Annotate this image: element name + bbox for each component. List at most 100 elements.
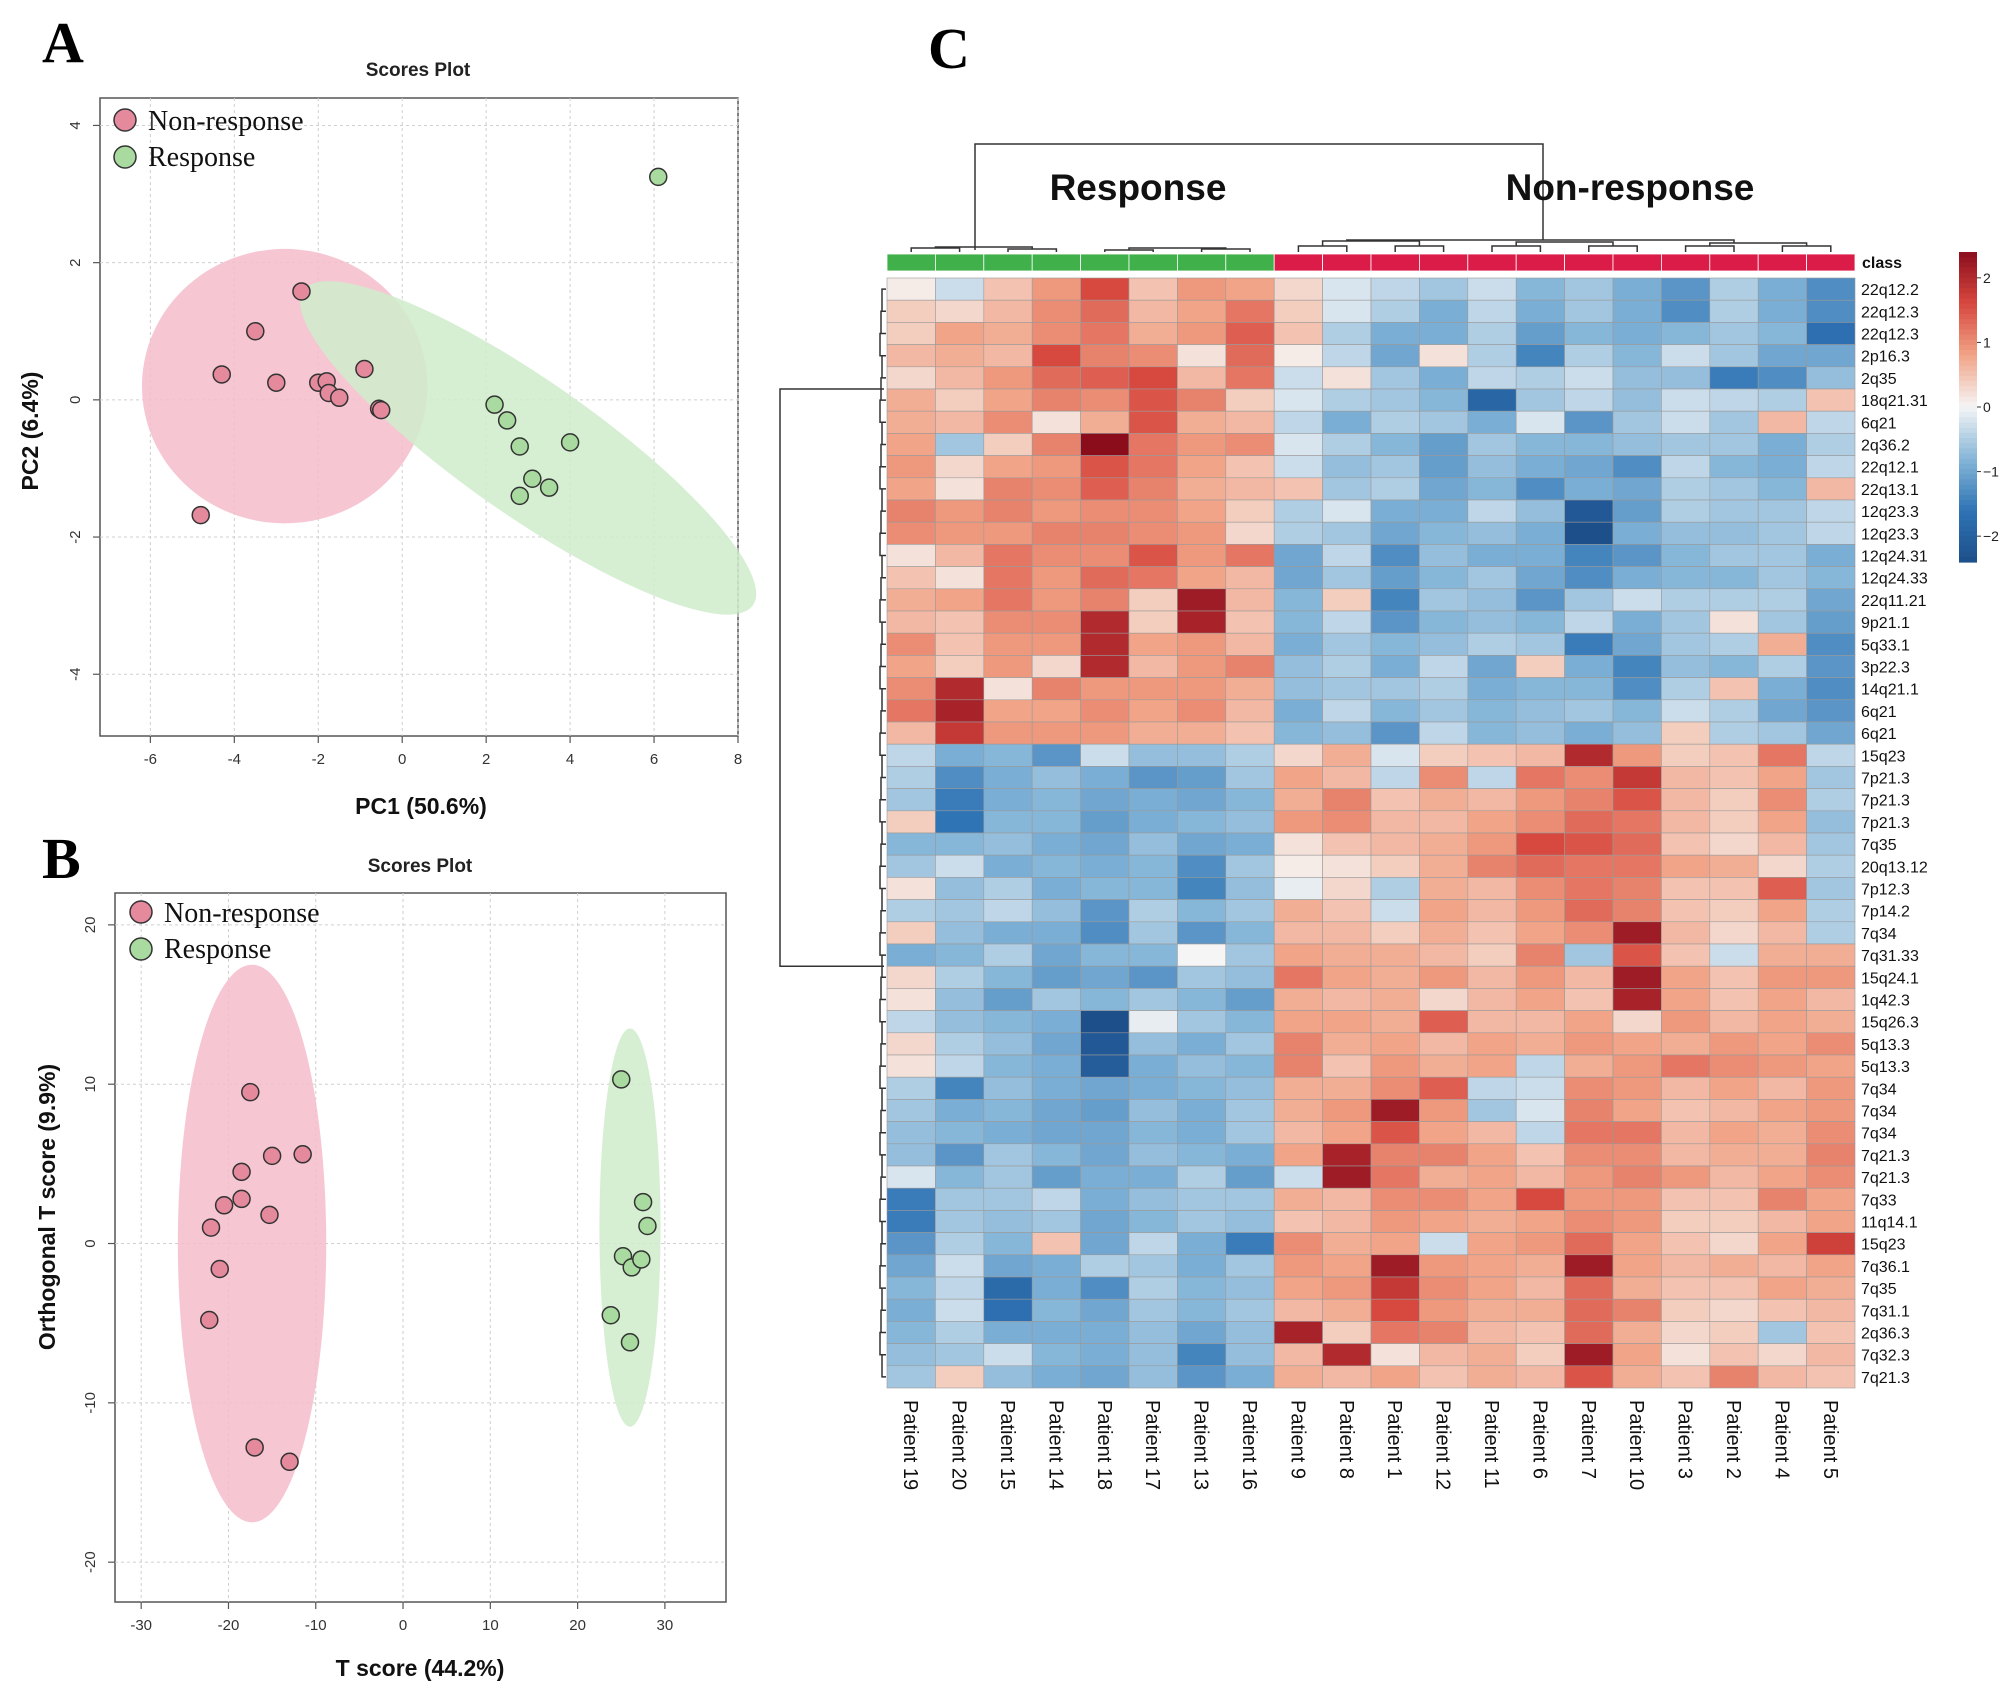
heatmap-cell — [1612, 322, 1662, 345]
heatmap-cell — [1225, 1032, 1275, 1056]
heatmap-dendrograms — [779, 143, 1832, 1378]
heatmap-cell — [1419, 277, 1469, 301]
heatmap-cell — [1370, 566, 1420, 590]
color-scale-swatch — [1959, 531, 1977, 537]
heatmap-cell — [1467, 299, 1517, 323]
heatmap-cell — [1080, 1210, 1130, 1233]
heatmap-cell — [1273, 1032, 1323, 1056]
color-scale-swatch — [1959, 303, 1977, 310]
heatmap-cell — [886, 1165, 936, 1189]
heatmap-cell — [1273, 277, 1323, 301]
heatmap-row-label: 22q12.1 — [1861, 460, 1919, 477]
heatmap-cell — [1515, 1321, 1565, 1344]
heatmap-cell — [1564, 699, 1614, 723]
heatmap-cell — [1177, 1143, 1227, 1167]
heatmap-cell — [1080, 788, 1130, 812]
heatmap-cell — [1370, 677, 1420, 701]
panel-b-response-point — [620, 1333, 640, 1352]
heatmap-cell — [1515, 1165, 1565, 1189]
color-scale-swatch — [1959, 381, 1977, 387]
heatmap-cell — [1225, 610, 1275, 634]
heatmap-cell — [1225, 1276, 1275, 1300]
heatmap-cell — [1322, 1321, 1372, 1344]
heatmap-cell — [1031, 832, 1081, 856]
heatmap-cell — [1419, 521, 1469, 545]
heatmap-cell — [1128, 1365, 1178, 1389]
heatmap-cell — [1467, 566, 1517, 590]
heatmap-cell — [1177, 943, 1227, 967]
panel-b-legend-non-response: Non-response — [164, 898, 320, 929]
heatmap-cell — [1806, 1254, 1856, 1278]
heatmap-cell — [935, 277, 985, 301]
color-scale-swatch — [1959, 453, 1977, 460]
panel-a: A Scores Plot -6 -4 -2 0 2 4 6 8 -4 -2 0 2 4 PC1 (50… — [17, 10, 757, 819]
heatmap-left-dendrogram-branches — [879, 288, 886, 1378]
heatmap-cell — [983, 1232, 1033, 1256]
heatmap-cell — [1467, 1187, 1517, 1211]
heatmap-cell — [1467, 1054, 1517, 1078]
heatmap-row-label: 7q34 — [1861, 1081, 1897, 1098]
heatmap-cell — [1806, 1343, 1856, 1367]
heatmap-cell — [1564, 277, 1614, 301]
heatmap-cell — [1806, 988, 1856, 1011]
heatmap-cell — [1370, 544, 1420, 567]
heatmap-cell — [935, 322, 985, 345]
heatmap-cell — [1661, 299, 1711, 323]
heatmap-cell — [1806, 854, 1856, 878]
heatmap-cell — [1806, 655, 1856, 678]
heatmap-cell — [1080, 899, 1130, 923]
heatmap-cell — [1709, 899, 1759, 923]
heatmap-cell — [1322, 1010, 1372, 1034]
heatmap-cell — [983, 632, 1033, 656]
heatmap-cell — [1177, 344, 1227, 368]
heatmap-cell — [1612, 899, 1662, 923]
heatmap-class-cell — [1031, 253, 1081, 272]
heatmap-cell — [935, 1121, 985, 1145]
heatmap-cell — [1322, 899, 1372, 923]
heatmap-cell — [1709, 1298, 1759, 1322]
heatmap-cell — [1128, 521, 1178, 545]
heatmap-cell — [1612, 921, 1662, 945]
heatmap-cell — [1273, 610, 1323, 634]
heatmap-cell — [935, 632, 985, 656]
heatmap-cell — [1612, 366, 1662, 390]
heatmap-cell — [1419, 1010, 1469, 1034]
heatmap-cell — [1564, 965, 1614, 989]
heatmap-cell — [1757, 766, 1807, 789]
heatmap-cell — [1225, 921, 1275, 945]
heatmap-cell — [1515, 610, 1565, 634]
heatmap-row-label: 7q36.1 — [1861, 1259, 1910, 1276]
heatmap-cell — [1322, 1232, 1372, 1256]
heatmap-cell — [1177, 1298, 1227, 1322]
heatmap-cell — [1419, 788, 1469, 812]
heatmap-cell — [1225, 388, 1275, 412]
heatmap-cell — [1128, 655, 1178, 678]
heatmap-cell — [1612, 1165, 1662, 1189]
heatmap-cell — [1128, 499, 1178, 523]
heatmap-cell — [1709, 521, 1759, 545]
heatmap-cell — [1128, 477, 1178, 501]
heatmap-cell — [1515, 1032, 1565, 1056]
heatmap-cell — [1370, 388, 1420, 412]
heatmap-cell — [1709, 677, 1759, 701]
heatmap-cell — [1419, 544, 1469, 567]
heatmap-cell — [1273, 921, 1323, 945]
heatmap-cell — [1370, 322, 1420, 345]
heatmap-cell — [1177, 322, 1227, 345]
heatmap-row-label: 12q23.3 — [1861, 504, 1919, 521]
heatmap-cell — [1031, 1076, 1081, 1100]
heatmap-cell — [1661, 1232, 1711, 1256]
heatmap-cell — [1080, 1010, 1130, 1034]
heatmap-cell — [1515, 699, 1565, 723]
heatmap-cell — [886, 1121, 936, 1145]
heatmap-cell — [1515, 1298, 1565, 1322]
heatmap-cell — [1128, 410, 1178, 434]
heatmap-cell — [935, 677, 985, 701]
heatmap-cell — [1661, 1210, 1711, 1233]
heatmap-cell — [1419, 1076, 1469, 1100]
heatmap-cell — [1031, 877, 1081, 900]
panel-a-x-tick-label: -2 — [312, 751, 325, 768]
heatmap-cell — [1661, 588, 1711, 612]
heatmap-cell — [1661, 721, 1711, 745]
heatmap-cell — [1806, 366, 1856, 390]
